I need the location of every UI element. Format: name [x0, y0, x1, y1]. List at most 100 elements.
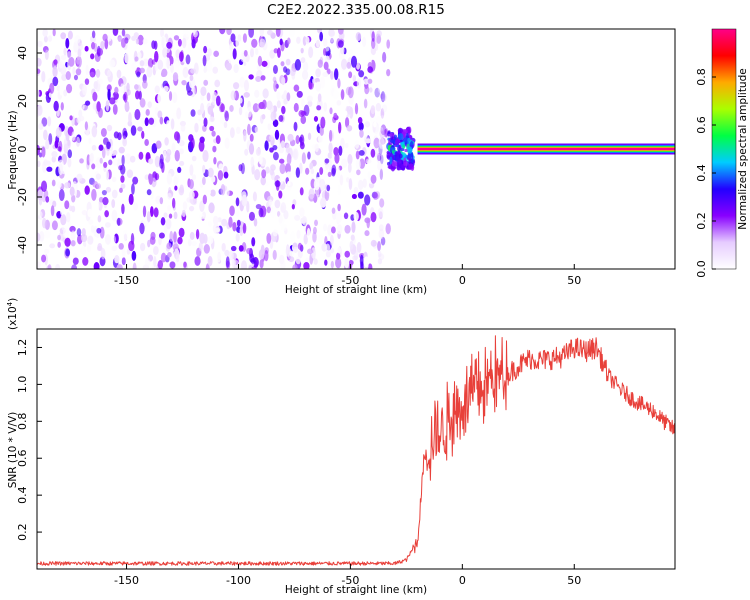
- noise-blob: [289, 68, 296, 76]
- noise-blob: [248, 143, 255, 155]
- noise-blob: [54, 139, 59, 149]
- noise-blob: [145, 109, 150, 116]
- noise-blob: [246, 200, 250, 213]
- noise-blob: [128, 240, 135, 252]
- noise-blob: [235, 233, 240, 242]
- noise-blob: [142, 80, 148, 89]
- noise-blob: [142, 205, 147, 218]
- noise-blob: [218, 163, 224, 172]
- noise-blob: [347, 162, 352, 173]
- noise-blob: [358, 149, 365, 156]
- noise-blob: [285, 68, 291, 76]
- noise-blob: [327, 111, 334, 123]
- noise-blob: [377, 241, 382, 252]
- noise-blob: [41, 254, 47, 263]
- noise-blob: [67, 30, 73, 40]
- noise-blob: [191, 174, 197, 181]
- noise-blob: [353, 211, 359, 221]
- noise-blob: [279, 38, 283, 46]
- noise-blob: [376, 30, 382, 37]
- noise-blob: [330, 247, 335, 254]
- noise-blob: [64, 237, 71, 247]
- noise-blob: [327, 152, 333, 159]
- noise-blob: [301, 69, 309, 81]
- noise-blob: [224, 110, 230, 122]
- noise-blob: [68, 56, 75, 67]
- noise-blob: [144, 138, 149, 147]
- noise-blob: [322, 48, 327, 56]
- noise-blob: [179, 184, 184, 194]
- noise-blob: [121, 203, 125, 215]
- noise-blob: [153, 256, 157, 268]
- noise-blob: [119, 187, 123, 193]
- noise-blob: [378, 228, 385, 240]
- noise-blob: [203, 79, 209, 86]
- noise-blob: [173, 174, 180, 184]
- noise-blob: [355, 150, 360, 160]
- noise-blob: [111, 199, 116, 209]
- noise-blob: [325, 250, 331, 258]
- noise-blob: [157, 260, 164, 269]
- transition-blob: [389, 139, 396, 144]
- noise-blob: [312, 78, 316, 84]
- snr-panel: -150 -100 -50 0 50 0.2 0.4 0.6 0.8 1.0 1.2 Height…: [6, 298, 676, 596]
- noise-blob: [209, 116, 215, 123]
- noise-blob: [302, 36, 307, 46]
- noise-blob: [93, 261, 100, 269]
- y-tick-label: 0.6: [16, 449, 29, 467]
- noise-blob: [144, 174, 150, 180]
- noise-blob: [160, 29, 165, 38]
- noise-blob: [73, 185, 77, 198]
- noise-blob: [111, 189, 118, 199]
- snr-y-ticks: 0.2 0.4 0.6 0.8 1.0 1.2: [16, 339, 42, 541]
- noise-blob: [247, 123, 251, 136]
- noise-blob: [272, 184, 277, 197]
- noise-blob: [71, 81, 76, 91]
- noise-blob: [147, 101, 152, 108]
- noise-blob: [370, 211, 377, 223]
- noise-blob: [231, 145, 236, 158]
- noise-blob: [272, 144, 278, 151]
- noise-blob: [335, 212, 342, 224]
- noise-blob: [153, 245, 159, 256]
- noise-blob: [328, 159, 332, 171]
- noise-blob: [259, 29, 265, 37]
- noise-blob: [90, 53, 95, 60]
- noise-blob: [276, 100, 281, 109]
- noise-blob: [377, 207, 384, 218]
- noise-blob: [38, 123, 44, 130]
- noise-blob: [378, 211, 383, 220]
- noise-blob: [274, 199, 281, 209]
- noise-blob: [280, 61, 285, 67]
- spectrogram-x-ticks: -150 -100 -50 0 50: [114, 264, 581, 287]
- noise-blob: [324, 158, 330, 164]
- noise-blob: [370, 105, 376, 115]
- noise-blob: [306, 227, 311, 240]
- noise-blob: [86, 244, 92, 253]
- noise-blob: [41, 117, 48, 127]
- noise-blob: [64, 104, 72, 116]
- noise-blob: [70, 230, 76, 241]
- noise-blob: [62, 227, 70, 239]
- noise-blob: [303, 233, 308, 245]
- noise-blob: [167, 252, 172, 258]
- noise-blob: [107, 88, 111, 101]
- noise-blob: [191, 241, 197, 247]
- noise-blob: [289, 250, 295, 257]
- noise-blob: [269, 49, 276, 59]
- noise-blob: [164, 137, 169, 146]
- noise-blob: [344, 224, 351, 234]
- noise-blob: [376, 151, 381, 163]
- noise-blob: [105, 100, 110, 112]
- noise-blob: [229, 104, 234, 112]
- noise-blob: [112, 104, 118, 115]
- noise-blob: [260, 176, 267, 186]
- noise-blob: [207, 105, 213, 115]
- noise-blob: [379, 69, 384, 80]
- noise-blob: [330, 260, 334, 269]
- transition-blob: [404, 148, 408, 153]
- noise-blob: [64, 200, 70, 210]
- noise-blob: [190, 198, 198, 206]
- noise-blob: [329, 234, 334, 246]
- noise-blob: [255, 147, 261, 156]
